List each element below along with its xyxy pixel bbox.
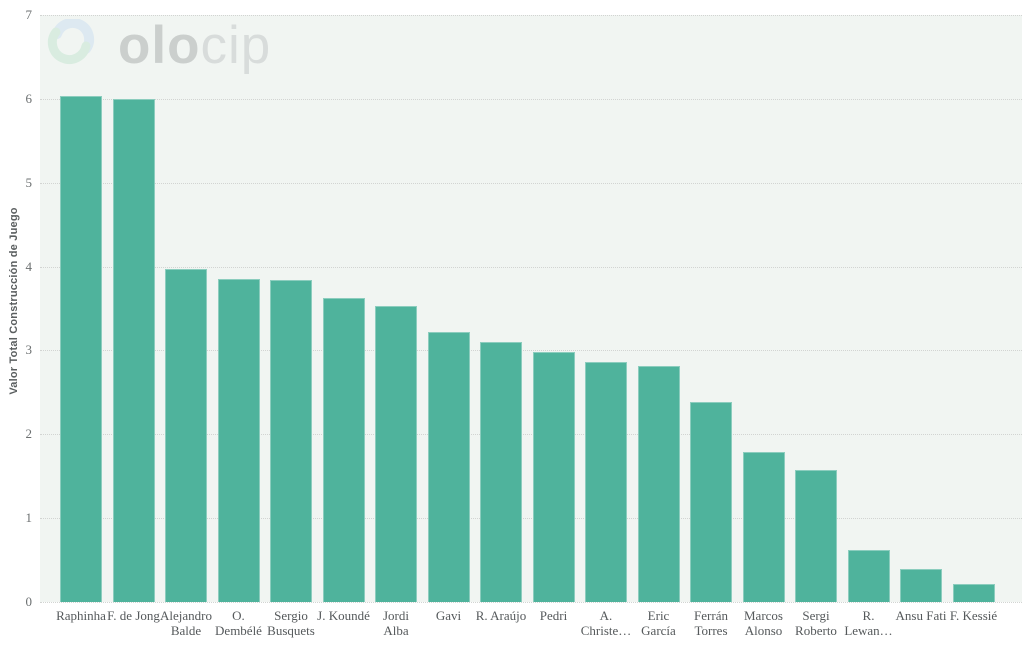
category-label-eric-garcía: Eric García <box>641 608 676 638</box>
bar-ansu-fati[interactable] <box>900 569 942 602</box>
category-label-f.-kessié: F. Kessié <box>949 608 998 623</box>
y-tick-label-6: 6 <box>25 90 33 106</box>
bar-o.-dembélé[interactable] <box>217 279 260 602</box>
y-tick-label-0: 0 <box>25 594 33 609</box>
gridline-y-2 <box>40 434 1022 436</box>
gridline-y-7 <box>40 15 1022 16</box>
plot-area: olocip <box>40 15 1022 603</box>
category-label-raphinha: Raphinha <box>56 608 106 623</box>
gridline-y-5 <box>40 182 1022 184</box>
logo-text-olo: olo <box>118 16 201 75</box>
category-label-pedri: Pedri <box>539 608 568 623</box>
bar-sergio-busquets[interactable] <box>270 279 312 602</box>
logo-text-cip: cip <box>200 16 272 75</box>
y-tick-label-3: 3 <box>25 342 33 358</box>
olocip-wordmark: olocip <box>118 19 271 72</box>
gridline-y-0 <box>40 602 1022 603</box>
category-label-j.-koundé: J. Koundé <box>317 608 370 623</box>
category-label-marcos-alonso: Marcos Alonso <box>744 608 783 638</box>
category-label-sergi-roberto: Sergi Roberto <box>795 608 837 638</box>
y-axis-title: Valor Total Construcción de Juego <box>8 207 20 395</box>
bar-jordi-alba[interactable] <box>375 305 417 602</box>
category-label-sergio-busquets: Sergio Busquets <box>267 608 315 638</box>
bar-marcos-alonso[interactable] <box>742 451 785 602</box>
category-label-o.-dembélé: O. Dembélé <box>215 608 262 638</box>
bar-pedri[interactable] <box>532 352 575 602</box>
y-tick-label-4: 4 <box>25 258 33 274</box>
category-label-f.-de-jong: F. de Jong <box>107 608 160 623</box>
gridline-y-1 <box>40 518 1022 520</box>
category-label-ferrán-torres: Ferrán Torres <box>694 608 728 638</box>
bar-a.-christe…[interactable] <box>585 362 627 602</box>
category-label-alejandro-balde: Alejandro Balde <box>160 608 212 638</box>
bar-j.-koundé[interactable] <box>322 297 365 602</box>
category-label-r.-araújo: R. Araújo <box>475 608 527 623</box>
y-tick-label-2: 2 <box>25 426 33 442</box>
bar-raphinha[interactable] <box>60 96 102 602</box>
category-label-r.-lewan…: R. Lewan… <box>844 608 893 638</box>
gridline-y-4 <box>40 266 1022 268</box>
bar-alejandro-balde[interactable] <box>165 269 207 602</box>
olocip-logo: olocip <box>46 17 271 76</box>
gridline-y-3 <box>40 350 1022 352</box>
y-tick-label-5: 5 <box>25 174 33 190</box>
olocip-swirl-icon <box>46 17 96 76</box>
bar-r.-araújo[interactable] <box>480 342 522 602</box>
bar-sergi-roberto[interactable] <box>795 469 837 602</box>
category-label-a.-christe…: A. Christe… <box>580 608 632 638</box>
bar-r.-lewan…[interactable] <box>847 550 890 602</box>
bar-ferrán-torres[interactable] <box>690 401 732 602</box>
bar-gavi[interactable] <box>427 331 470 602</box>
y-tick-label-7: 7 <box>25 7 33 22</box>
category-label-gavi: Gavi <box>435 608 462 623</box>
category-label-ansu-fati: Ansu Fati <box>895 608 947 623</box>
y-tick-label-1: 1 <box>25 510 33 526</box>
gridline-y-6 <box>40 98 1022 100</box>
bar-f.-de-jong[interactable] <box>112 98 155 602</box>
category-label-jordi-alba: Jordi Alba <box>383 608 409 638</box>
bar-f.-kessié[interactable] <box>952 583 995 602</box>
bar-eric-garcía[interactable] <box>637 365 680 602</box>
